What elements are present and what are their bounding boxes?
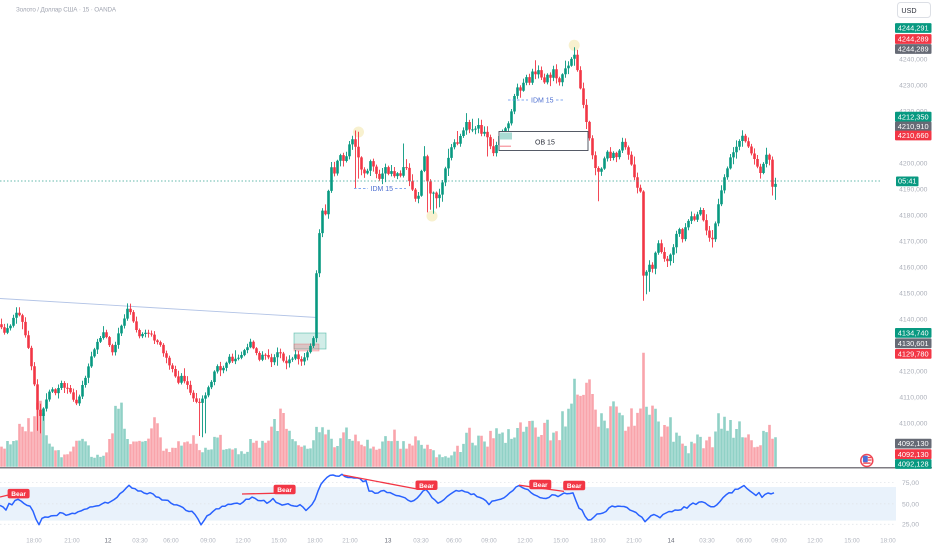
svg-text:4190,000: 4190,000	[899, 187, 928, 194]
svg-text:12:00: 12:00	[807, 538, 823, 545]
svg-text:25,00: 25,00	[902, 522, 919, 529]
svg-text:18:00: 18:00	[26, 538, 42, 545]
svg-text:03:30: 03:30	[699, 538, 715, 545]
svg-text:Bear: Bear	[419, 483, 434, 490]
svg-text:4180,000: 4180,000	[899, 213, 928, 220]
svg-text:4120,000: 4120,000	[899, 369, 928, 376]
svg-text:Bear: Bear	[277, 487, 292, 494]
svg-text:4092,130: 4092,130	[898, 450, 929, 459]
svg-text:14: 14	[668, 538, 675, 545]
svg-text:06:00: 06:00	[446, 538, 462, 545]
svg-text:18:00: 18:00	[590, 538, 606, 545]
svg-text:Bear: Bear	[533, 482, 548, 489]
svg-text:05:41: 05:41	[898, 177, 917, 186]
svg-text:09:00: 09:00	[771, 538, 787, 545]
svg-text:4150,000: 4150,000	[899, 291, 928, 298]
svg-text:4212,350: 4212,350	[898, 112, 929, 121]
svg-text:75,00: 75,00	[902, 480, 919, 487]
svg-text:4160,000: 4160,000	[899, 265, 928, 272]
svg-text:15:00: 15:00	[553, 538, 569, 545]
svg-text:4100,000: 4100,000	[899, 421, 928, 428]
svg-text:13: 13	[385, 538, 392, 545]
svg-text:4140,000: 4140,000	[899, 317, 928, 324]
svg-text:03:30: 03:30	[413, 538, 429, 545]
svg-text:Bear: Bear	[11, 491, 26, 498]
svg-text:50,00: 50,00	[902, 501, 919, 508]
svg-text:4200,000: 4200,000	[899, 161, 928, 168]
svg-text:21:00: 21:00	[342, 538, 358, 545]
svg-text:06:00: 06:00	[163, 538, 179, 545]
svg-text:4130,601: 4130,601	[898, 339, 929, 348]
svg-text:Bear: Bear	[567, 483, 582, 490]
svg-text:4244,289: 4244,289	[898, 45, 929, 54]
svg-text:4210,910: 4210,910	[898, 122, 929, 131]
svg-text:4129,780: 4129,780	[898, 350, 929, 359]
svg-text:18:00: 18:00	[307, 538, 323, 545]
svg-text:Золото / Доллар США · 15 · OAN: Золото / Доллар США · 15 · OANDA	[16, 7, 117, 14]
svg-text:12: 12	[105, 538, 112, 545]
svg-text:IDM 15: IDM 15	[531, 98, 554, 105]
svg-text:4170,000: 4170,000	[899, 239, 928, 246]
svg-text:4230,000: 4230,000	[899, 83, 928, 90]
svg-text:21:00: 21:00	[626, 538, 642, 545]
svg-text:4240,000: 4240,000	[899, 57, 928, 64]
svg-text:09:00: 09:00	[200, 538, 216, 545]
svg-text:15:00: 15:00	[271, 538, 287, 545]
svg-text:4110,000: 4110,000	[899, 395, 927, 402]
svg-text:4092,130: 4092,130	[898, 439, 929, 448]
svg-text:21:00: 21:00	[64, 538, 80, 545]
svg-text:15:00: 15:00	[844, 538, 860, 545]
svg-text:4244,289: 4244,289	[898, 35, 929, 44]
svg-text:4210,660: 4210,660	[898, 131, 929, 140]
svg-text:USD: USD	[901, 6, 916, 15]
svg-text:4092,128: 4092,128	[898, 460, 929, 469]
svg-text:12:00: 12:00	[517, 538, 533, 545]
svg-text:OB 15: OB 15	[535, 139, 555, 146]
svg-text:4134,740: 4134,740	[898, 329, 929, 338]
svg-text:09:00: 09:00	[481, 538, 497, 545]
svg-text:12:00: 12:00	[235, 538, 251, 545]
svg-text:IDM 15: IDM 15	[371, 186, 394, 193]
svg-text:4244,291: 4244,291	[898, 24, 929, 33]
svg-text:06:00: 06:00	[736, 538, 752, 545]
svg-text:03:30: 03:30	[132, 538, 148, 545]
svg-text:18:00: 18:00	[880, 538, 896, 545]
